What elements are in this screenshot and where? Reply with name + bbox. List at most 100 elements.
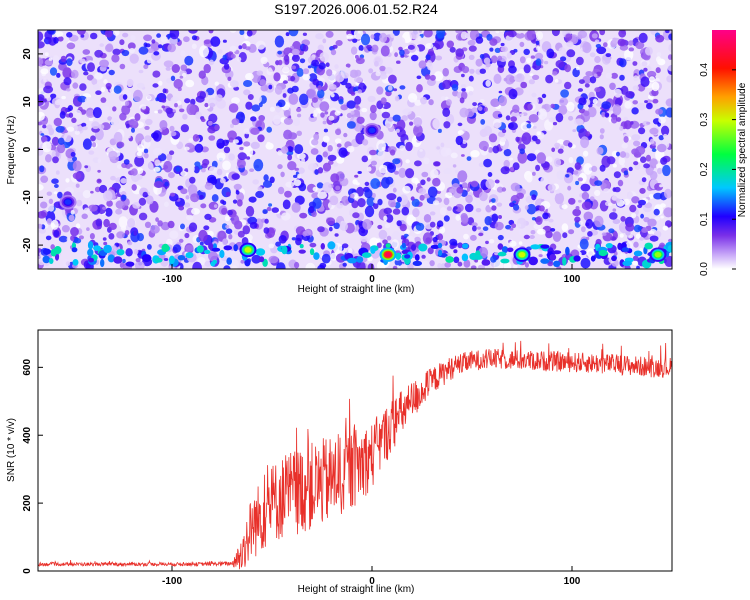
heatmap-cell bbox=[196, 245, 204, 253]
heatmap-cell bbox=[70, 151, 76, 157]
heatmap-cell bbox=[628, 166, 633, 172]
heatmap-cell bbox=[287, 146, 294, 153]
heatmap-cell bbox=[516, 30, 523, 34]
heatmap-cell bbox=[535, 216, 543, 225]
heatmap-cell bbox=[645, 154, 652, 162]
heatmap-cell bbox=[309, 242, 317, 248]
heatmap-cell bbox=[655, 108, 663, 115]
heatmap-cell bbox=[92, 107, 102, 119]
heatmap-cell bbox=[578, 220, 584, 225]
heatmap-cell bbox=[472, 102, 477, 107]
heatmap-cell bbox=[353, 30, 364, 40]
heatmap-cell bbox=[46, 218, 53, 225]
heatmap-cell bbox=[511, 223, 517, 229]
heatmap-cell bbox=[141, 105, 147, 110]
heatmap-cell bbox=[76, 199, 83, 207]
heatmap-cell bbox=[245, 46, 251, 51]
heatmap-cell bbox=[63, 77, 72, 86]
heatmap-cell bbox=[407, 44, 415, 50]
heatmap-cell bbox=[455, 48, 465, 57]
heatmap-cell bbox=[380, 73, 388, 80]
heatmap-cell bbox=[560, 56, 567, 62]
heatmap-cell bbox=[564, 81, 572, 90]
heatmap-cell bbox=[203, 225, 210, 231]
heatmap-y-axis-label: Frequency (Hz) bbox=[6, 116, 17, 185]
heatmap-cell bbox=[515, 136, 520, 142]
heatmap-cell bbox=[57, 36, 64, 42]
heatmap-cell bbox=[86, 109, 96, 119]
heatmap-cell bbox=[609, 82, 616, 91]
heatmap-cell bbox=[327, 145, 333, 152]
heatmap-cell bbox=[127, 42, 136, 50]
heatmap-cell bbox=[161, 98, 167, 103]
heatmap-cell bbox=[368, 68, 374, 74]
heatmap-cell bbox=[198, 229, 208, 242]
heatmap-cell bbox=[523, 64, 531, 74]
heatmap-cell bbox=[183, 36, 190, 43]
heatmap-cell bbox=[116, 164, 123, 169]
heatmap-cell bbox=[188, 222, 198, 232]
heatmap-cell bbox=[364, 181, 370, 186]
heatmap-cell bbox=[180, 124, 189, 133]
heatmap-cell bbox=[418, 60, 427, 69]
heatmap-cell bbox=[118, 216, 128, 228]
heatmap-cell bbox=[417, 148, 426, 159]
heatmap-cell bbox=[506, 247, 514, 253]
heatmap-cell bbox=[143, 152, 149, 159]
heatmap-cell bbox=[385, 131, 396, 142]
heatmap-cell bbox=[236, 159, 246, 169]
heatmap-cell bbox=[617, 179, 624, 187]
heatmap-cell bbox=[63, 129, 69, 134]
heatmap-cell bbox=[121, 104, 131, 115]
heatmap-cell bbox=[637, 204, 643, 209]
heatmap-cell bbox=[395, 128, 400, 133]
heatmap-cell bbox=[490, 255, 497, 263]
heatmap-cell bbox=[585, 218, 594, 229]
heatmap-cell bbox=[625, 223, 635, 232]
heatmap-cell bbox=[55, 170, 60, 175]
heatmap-cell bbox=[71, 117, 77, 124]
heatmap-cell bbox=[649, 127, 659, 135]
heatmap-cell bbox=[294, 195, 305, 205]
heatmap-cell bbox=[619, 151, 627, 158]
heatmap-cell bbox=[317, 191, 328, 199]
heatmap-cell bbox=[89, 233, 95, 240]
heatmap-cell bbox=[307, 65, 312, 69]
heatmap-cell bbox=[252, 94, 262, 104]
heatmap-cell bbox=[40, 133, 45, 136]
heatmap-cell bbox=[40, 201, 48, 209]
heatmap-cell bbox=[78, 235, 84, 240]
heatmap-cell bbox=[401, 242, 406, 249]
heatmap-cell bbox=[334, 233, 339, 237]
heatmap-cell bbox=[294, 261, 300, 269]
heatmap-cell bbox=[113, 85, 122, 94]
heatmap-cell bbox=[425, 54, 431, 60]
heatmap-cell bbox=[306, 88, 317, 99]
heatmap-cell bbox=[510, 166, 514, 171]
heatmap-cell bbox=[177, 255, 186, 261]
heatmap-cell bbox=[573, 255, 581, 262]
heatmap-cell bbox=[475, 58, 483, 67]
heatmap-cell bbox=[38, 227, 46, 234]
heatmap-cell bbox=[643, 163, 650, 169]
heatmap-cell bbox=[266, 141, 271, 146]
heatmap-cell bbox=[470, 180, 479, 187]
heatmap-cell bbox=[321, 253, 331, 264]
heatmap-cell bbox=[457, 170, 468, 183]
heatmap-cell bbox=[655, 34, 665, 43]
heatmap-cell bbox=[73, 237, 82, 244]
heatmap-cell bbox=[65, 178, 70, 183]
heatmap-cell bbox=[498, 95, 507, 107]
heatmap-cell bbox=[124, 230, 130, 236]
heatmap-cell bbox=[364, 205, 375, 218]
heatmap-cell bbox=[312, 186, 318, 192]
heatmap-y-tick-label: 0 bbox=[22, 146, 33, 152]
heatmap-cell bbox=[260, 84, 269, 92]
heatmap-cell bbox=[277, 59, 283, 66]
heatmap-cell bbox=[432, 177, 441, 187]
heatmap-cell bbox=[72, 172, 82, 180]
heatmap-cell bbox=[459, 107, 469, 118]
heatmap-cell bbox=[638, 32, 648, 44]
heatmap-cell bbox=[281, 245, 288, 255]
heatmap-cell bbox=[471, 222, 478, 228]
